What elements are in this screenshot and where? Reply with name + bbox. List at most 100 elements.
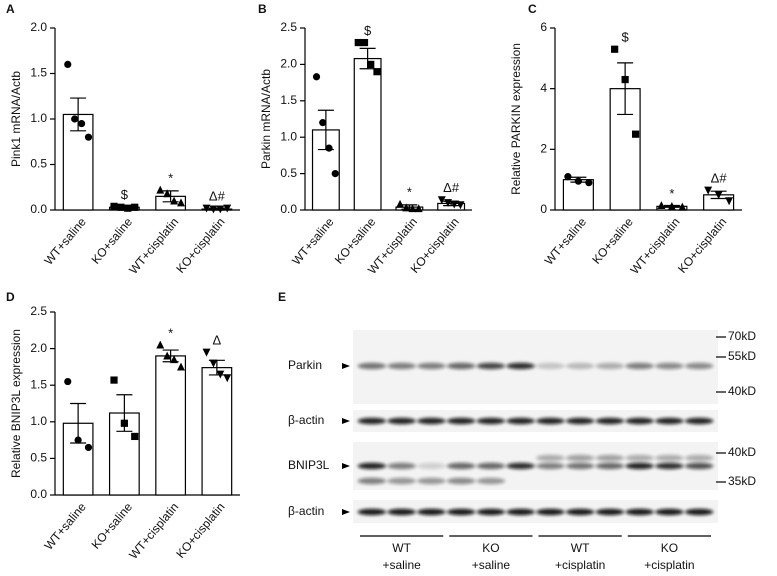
group-label: KO: [482, 541, 499, 555]
blot-band: [655, 417, 684, 425]
data-point: [156, 340, 165, 349]
data-point: [110, 376, 118, 384]
data-point: [131, 203, 139, 211]
y-tick-label: 0: [540, 202, 547, 216]
y-tick-label: 1.5: [280, 93, 297, 107]
y-tick-label: 4: [540, 81, 547, 95]
data-point: [714, 191, 723, 200]
data-point: [725, 197, 734, 206]
data-point: [202, 204, 211, 213]
data-point: [402, 203, 411, 212]
blot-band: [655, 362, 684, 370]
panel-letter: A: [6, 2, 15, 16]
data-point: [216, 205, 225, 214]
blot-band: [476, 417, 506, 425]
data-point: [621, 75, 629, 84]
size-marker-label: 55kD: [728, 349, 756, 363]
blot-band: [357, 477, 387, 485]
data-point: [678, 202, 687, 211]
blot-band: [417, 362, 446, 370]
blot-band: [595, 508, 625, 516]
blot-band: [625, 417, 654, 425]
significance-label: *: [168, 170, 173, 185]
x-tick-label: KO+saline: [589, 215, 636, 267]
data-point: [216, 370, 225, 379]
x-tick-label: WT+saline: [289, 215, 337, 268]
blot-band: [417, 508, 446, 516]
x-tick-label: WT+saline: [41, 215, 89, 268]
y-tick-label: 1.0: [30, 111, 47, 125]
data-point: [585, 179, 593, 187]
y-axis-label: Parkin mRNA/Actb: [259, 69, 273, 169]
bar: [353, 57, 382, 211]
data-point: [704, 186, 713, 195]
significance-label: Δ: [213, 333, 222, 348]
data-point: [163, 189, 172, 198]
blot-band: [565, 508, 595, 516]
data-point: [84, 133, 93, 141]
blot-band: [565, 362, 595, 370]
blot-band: [357, 362, 387, 370]
data-point: [396, 199, 404, 208]
data-point: [367, 60, 375, 68]
y-tick-label: 2.0: [30, 20, 47, 34]
blot-band: [565, 417, 595, 425]
data-point: [456, 201, 465, 210]
blot-band: [684, 462, 714, 470]
blot-band: [684, 417, 714, 425]
panel-letter: B: [258, 2, 267, 16]
blot-band: [506, 508, 535, 516]
blot-band: [387, 362, 416, 370]
data-point: [354, 38, 362, 47]
blot-band: [357, 462, 387, 470]
group-label: +saline: [382, 558, 421, 572]
data-point: [110, 202, 118, 210]
blot-band: [476, 508, 506, 516]
blot-band: [684, 454, 714, 462]
blot-band: [655, 462, 684, 470]
data-point: [450, 200, 459, 209]
row-label: β-actin: [288, 413, 324, 427]
significance-label: $: [364, 23, 372, 38]
data-point: [331, 170, 339, 178]
y-tick-label: 0.0: [280, 202, 297, 216]
size-marker-label: 40kD: [728, 445, 756, 459]
blot-band: [625, 508, 654, 516]
blot-band: [476, 477, 506, 485]
row-arrow: [342, 418, 350, 424]
y-tick-label: 2.0: [280, 57, 297, 71]
blot-band: [536, 462, 565, 470]
y-axis-label: Relative BNIP3L expression: [9, 329, 23, 478]
y-tick-label: 1.5: [30, 66, 47, 80]
blot-band: [625, 462, 654, 470]
data-point: [564, 173, 572, 181]
x-tick-label: WT+cisplatin: [628, 215, 683, 277]
data-point: [209, 205, 218, 214]
y-tick-label: 1.0: [30, 414, 47, 428]
blot-band: [387, 417, 416, 425]
row-label: BNIP3L: [288, 458, 330, 472]
data-point: [202, 348, 211, 357]
row-label: β-actin: [288, 504, 324, 518]
blot-band: [506, 362, 535, 370]
blot-band: [684, 362, 714, 370]
blot-band: [536, 362, 565, 370]
data-point: [170, 196, 179, 205]
data-point: [631, 130, 640, 138]
blot-band: [417, 477, 446, 485]
data-point: [360, 38, 369, 47]
y-tick-label: 2.0: [30, 341, 47, 355]
blot-band: [357, 508, 387, 516]
data-point: [77, 119, 86, 128]
row-label: Parkin: [288, 358, 322, 372]
blot-band: [595, 454, 625, 462]
blot-band: [357, 417, 387, 425]
significance-label: *: [407, 185, 412, 200]
y-tick-label: 0.5: [30, 451, 47, 465]
x-tick-label: KO+saline: [89, 215, 136, 267]
y-tick-label: 2.5: [30, 304, 47, 318]
data-point: [177, 362, 185, 371]
panel-letter: D: [6, 290, 15, 304]
row-arrow: [342, 509, 350, 515]
